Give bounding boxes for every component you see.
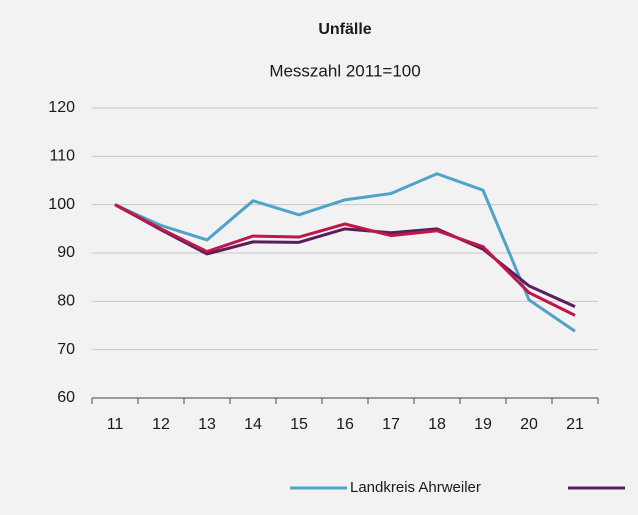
x-tick-label: 13 <box>198 416 216 433</box>
x-tick-label: 15 <box>290 416 308 433</box>
y-tick-label: 90 <box>57 244 75 261</box>
series-line <box>114 172 576 333</box>
x-tick-label: 16 <box>336 416 354 433</box>
y-tick-label: 120 <box>48 99 75 116</box>
y-tick-label: 60 <box>57 389 75 406</box>
y-tick-label: 110 <box>49 148 75 165</box>
x-tick-label: 14 <box>244 416 262 433</box>
chart-subtitle: Messzahl 2011=100 <box>269 61 420 80</box>
x-tick-label: 20 <box>520 416 538 433</box>
x-tick-label: 12 <box>152 416 170 433</box>
legend-label: Landkreis Ahrweiler <box>350 479 481 496</box>
y-tick-label: 70 <box>57 341 75 358</box>
x-tick-label: 11 <box>107 416 124 433</box>
chart-title: Unfälle <box>318 21 371 38</box>
x-tick-label: 17 <box>382 416 400 433</box>
x-tick-label: 18 <box>428 416 446 433</box>
x-tick-label: 19 <box>474 416 492 433</box>
series-line <box>114 203 576 317</box>
x-tick-label: 21 <box>566 416 584 433</box>
y-tick-label: 100 <box>48 196 75 213</box>
y-tick-label: 80 <box>57 293 75 310</box>
